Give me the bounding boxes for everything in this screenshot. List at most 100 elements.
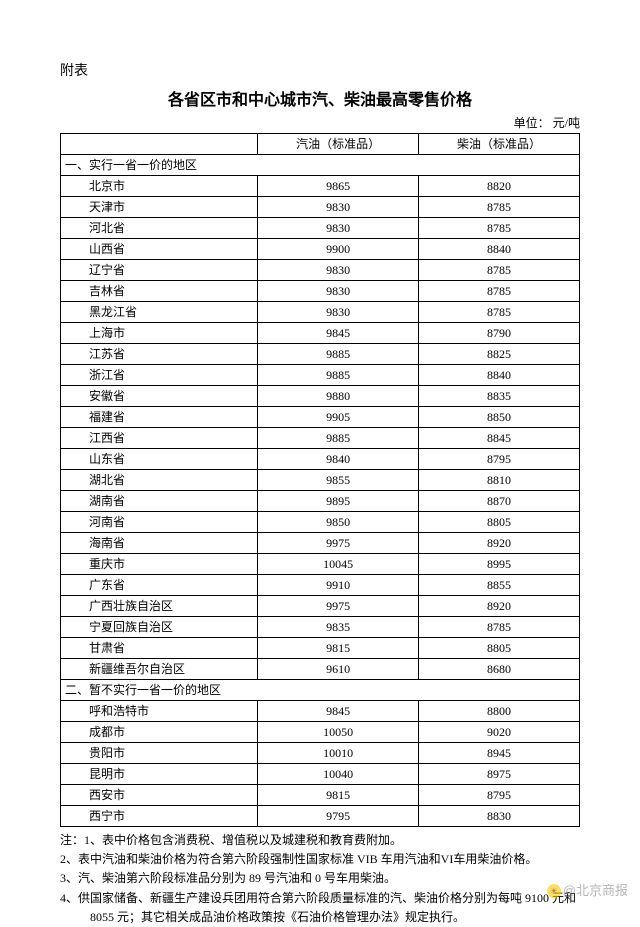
diesel-cell: 8785 [419,302,580,323]
region-cell: 山西省 [61,239,258,260]
region-cell: 河北省 [61,218,258,239]
table-row: 山东省98408795 [61,449,580,470]
gasoline-cell: 10040 [258,764,419,785]
table-header-row: 汽油（标准品） 柴油（标准品） [61,134,580,155]
diesel-cell: 8785 [419,197,580,218]
region-cell: 湖北省 [61,470,258,491]
gasoline-cell: 9900 [258,239,419,260]
table-row: 湖北省98558810 [61,470,580,491]
col-region [61,134,258,155]
gasoline-cell: 9905 [258,407,419,428]
table-row: 天津市98308785 [61,197,580,218]
table-row: 北京市98658820 [61,176,580,197]
diesel-cell: 8945 [419,743,580,764]
table-row: 江苏省98858825 [61,344,580,365]
table-row: 宁夏回族自治区98358785 [61,617,580,638]
gasoline-cell: 9835 [258,617,419,638]
gasoline-cell: 9895 [258,491,419,512]
table-row: 成都市100509020 [61,722,580,743]
diesel-cell: 8840 [419,239,580,260]
gasoline-cell: 9795 [258,806,419,827]
col-gasoline: 汽油（标准品） [258,134,419,155]
gasoline-cell: 9845 [258,323,419,344]
watermark-text: @北京商报 [563,883,628,898]
table-row: 新疆维吾尔自治区96108680 [61,659,580,680]
gasoline-cell: 10050 [258,722,419,743]
table-row: 广东省99108855 [61,575,580,596]
region-cell: 辽宁省 [61,260,258,281]
region-cell: 福建省 [61,407,258,428]
footnote-line: 3、汽、柴油第六阶段标准品分别为 89 号汽油和 0 号车用柴油。 [60,869,580,888]
diesel-cell: 8785 [419,260,580,281]
diesel-cell: 8845 [419,428,580,449]
document-page: 附表 各省区市和中心城市汽、柴油最高零售价格 单位： 元/吨 汽油（标准品） 柴… [0,0,640,905]
price-table: 汽油（标准品） 柴油（标准品） 一、实行一省一价的地区北京市98658820天津… [60,133,580,827]
table-row: 辽宁省98308785 [61,260,580,281]
diesel-cell: 8795 [419,785,580,806]
appendix-label: 附表 [60,60,580,80]
region-cell: 西宁市 [61,806,258,827]
table-row: 江西省98858845 [61,428,580,449]
table-row: 安徽省98808835 [61,386,580,407]
diesel-cell: 8995 [419,554,580,575]
region-cell: 呼和浩特市 [61,701,258,722]
diesel-cell: 8825 [419,344,580,365]
region-cell: 海南省 [61,533,258,554]
table-row: 广西壮族自治区99758920 [61,596,580,617]
gasoline-cell: 9840 [258,449,419,470]
gasoline-cell: 9885 [258,365,419,386]
gasoline-cell: 9865 [258,176,419,197]
sun-icon: ☀ [547,884,561,898]
table-row: 吉林省98308785 [61,281,580,302]
diesel-cell: 8680 [419,659,580,680]
gasoline-cell: 10010 [258,743,419,764]
region-cell: 西安市 [61,785,258,806]
table-row: 甘肃省98158805 [61,638,580,659]
table-row: 黑龙江省98308785 [61,302,580,323]
watermark: ☀@北京商报 [547,880,628,899]
region-cell: 湖南省 [61,491,258,512]
table-section-row: 一、实行一省一价的地区 [61,155,580,176]
table-section-row: 二、暂不实行一省一价的地区 [61,680,580,701]
gasoline-cell: 9885 [258,344,419,365]
gasoline-cell: 9815 [258,638,419,659]
footnote-line: 2、表中汽油和柴油价格为符合第六阶段强制性国家标准 VIB 车用汽油和VI车用柴… [60,850,580,869]
region-cell: 重庆市 [61,554,258,575]
gasoline-cell: 9880 [258,386,419,407]
gasoline-cell: 9975 [258,596,419,617]
table-row: 重庆市100458995 [61,554,580,575]
gasoline-cell: 9845 [258,701,419,722]
region-cell: 昆明市 [61,764,258,785]
table-row: 西宁市97958830 [61,806,580,827]
diesel-cell: 8920 [419,533,580,554]
region-cell: 新疆维吾尔自治区 [61,659,258,680]
diesel-cell: 8790 [419,323,580,344]
region-cell: 黑龙江省 [61,302,258,323]
table-row: 上海市98458790 [61,323,580,344]
diesel-cell: 8840 [419,365,580,386]
diesel-cell: 8820 [419,176,580,197]
region-cell: 北京市 [61,176,258,197]
region-cell: 甘肃省 [61,638,258,659]
region-cell: 安徽省 [61,386,258,407]
diesel-cell: 8855 [419,575,580,596]
diesel-cell: 8830 [419,806,580,827]
diesel-cell: 8805 [419,638,580,659]
footnotes: 注：1、表中价格包含消费税、增值税以及城建税和教育费附加。2、表中汽油和柴油价格… [60,831,580,927]
gasoline-cell: 9830 [258,218,419,239]
diesel-cell: 8835 [419,386,580,407]
table-row: 海南省99758920 [61,533,580,554]
region-cell: 河南省 [61,512,258,533]
col-diesel: 柴油（标准品） [419,134,580,155]
diesel-cell: 8850 [419,407,580,428]
table-row: 浙江省98858840 [61,365,580,386]
gasoline-cell: 9815 [258,785,419,806]
footnote-line: 注：1、表中价格包含消费税、增值税以及城建税和教育费附加。 [60,831,580,850]
gasoline-cell: 9830 [258,281,419,302]
gasoline-cell: 9850 [258,512,419,533]
diesel-cell: 9020 [419,722,580,743]
gasoline-cell: 9830 [258,197,419,218]
gasoline-cell: 9610 [258,659,419,680]
diesel-cell: 8805 [419,512,580,533]
diesel-cell: 8785 [419,617,580,638]
